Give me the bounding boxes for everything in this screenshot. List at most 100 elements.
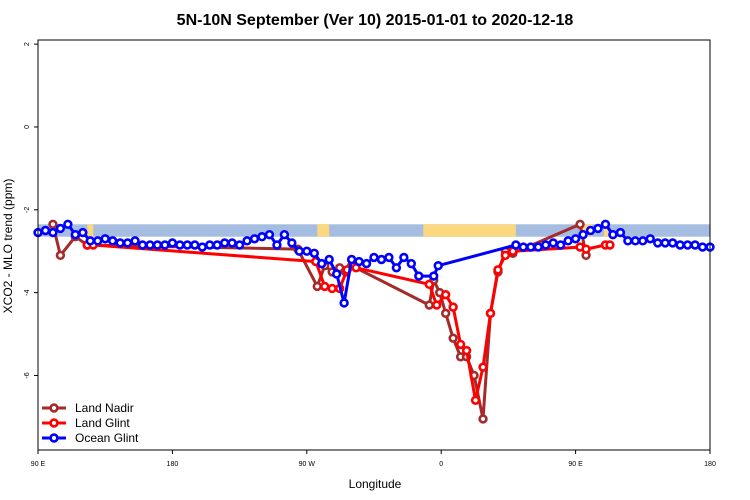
series-1-point-16 [478,362,488,372]
series-2-point-26 [227,238,237,248]
series-2-point-52 [429,271,439,281]
series-2-point-8 [93,236,103,246]
y-tick-label-1: 0 [24,125,31,129]
series-2-point-4 [63,219,73,229]
series-group [33,219,715,424]
series-2-point-55 [518,242,529,252]
series-2-point-63 [578,229,588,240]
series-2-point-28 [242,236,252,246]
legend-swatch-point-1 [49,418,59,428]
series-2-point-30 [257,232,267,242]
series-2-point-9 [100,234,110,244]
series-2-point-12 [122,238,133,248]
series-2-point-3 [55,223,66,234]
series-2-point-62 [570,234,581,244]
legend-item-2: Ocean Glint [42,431,139,445]
series-2-point-41 [339,298,349,308]
series-2-point-40 [331,269,342,279]
series-2-point-42 [346,254,357,265]
series-1-point-13 [455,339,466,350]
series-1-point-3 [320,281,330,292]
series-2-point-14 [137,240,148,250]
series-0-point-15 [448,333,458,343]
y-axis-label: XCO2 - MLO trend (ppm) [1,179,15,314]
legend-item-0: Land Nadir [42,401,134,415]
series-1-point-11 [440,289,451,300]
series-2-point-64 [585,225,596,236]
series-2-point-5 [70,229,81,240]
x-axis-label: Longitude [349,477,402,491]
series-2-point-71 [638,236,648,246]
series-1-point-12 [448,302,458,312]
series-0-point-11 [424,300,434,310]
land-segment-4 [603,224,609,237]
land-segment-2 [423,224,516,237]
series-1-point-19 [500,250,511,261]
series-2-point-21 [190,240,200,250]
y-tick-label-0: 2 [24,42,31,46]
series-2-point-72 [645,234,655,244]
legend-swatch-point-0 [49,403,59,413]
series-2-point-19 [175,240,185,250]
series-0-point-24 [575,219,585,229]
series-2-point-36 [302,246,312,256]
series-2-point-32 [272,240,282,250]
series-1-point-15 [470,395,481,406]
series-2-point-10 [107,236,118,246]
series-2-point-68 [615,227,626,238]
series-2-point-61 [563,236,573,246]
series-2-point-17 [160,240,170,250]
land-ocean-strip [38,224,710,237]
series-1-point-22 [581,244,591,254]
y-tick-label-4: -6 [24,372,31,378]
series-2-point-51 [414,271,424,281]
series-1-point-18 [493,265,503,275]
series-2-point-49 [399,252,409,263]
legend-label-0: Land Nadir [75,401,134,415]
series-1-point-9 [424,279,434,290]
series-2-point-20 [182,240,193,250]
series-0-point-1 [55,250,66,261]
x-tick-label-4: 90 E [568,461,583,468]
series-0-point-14 [440,308,451,319]
series-2-point-27 [234,240,245,250]
series-2-point-67 [608,229,618,240]
series-2-point-1 [40,225,51,236]
series-2-point-50 [406,258,417,269]
series-2-point-38 [317,258,327,269]
series-2-point-46 [376,254,387,265]
legend-item-1: Land Glint [42,416,130,430]
x-tick-label-2: 90 W [299,461,316,468]
series-2-point-54 [511,240,521,250]
plot-frame [37,39,711,451]
series-1-point-4 [327,283,337,294]
series-2-point-59 [548,238,558,248]
series-2-point-16 [152,240,163,250]
series-2-point-74 [660,238,670,248]
y-axis: 2 0 -2 -4 -6 [24,42,38,379]
series-1 [82,240,615,406]
series-2-point-66 [600,219,611,229]
series-2-point-65 [593,223,603,234]
series-2-point-18 [167,238,178,248]
series-2-point-60 [555,240,566,250]
series-0-point-19 [478,414,488,424]
series-2-point-76 [675,240,685,250]
series-1-point-10 [432,300,442,310]
series-2-point-79 [697,242,708,252]
x-tick-label-0: 90 E [31,461,46,468]
series-2-point-34 [287,238,297,248]
series-2-point-45 [369,252,379,263]
series-2-point-58 [541,240,551,250]
series-0-point-0 [48,219,58,229]
series-1-point-14 [461,345,472,356]
series-2-point-15 [145,240,155,250]
series-2-point-39 [324,254,334,265]
ocean-band [38,224,710,237]
series-2-point-57 [533,242,543,252]
series-2-point-11 [115,238,125,248]
legend-swatch-point-2 [49,433,59,443]
series-2-point-31 [264,229,275,240]
x-tick-label-3: 0 [439,461,443,468]
